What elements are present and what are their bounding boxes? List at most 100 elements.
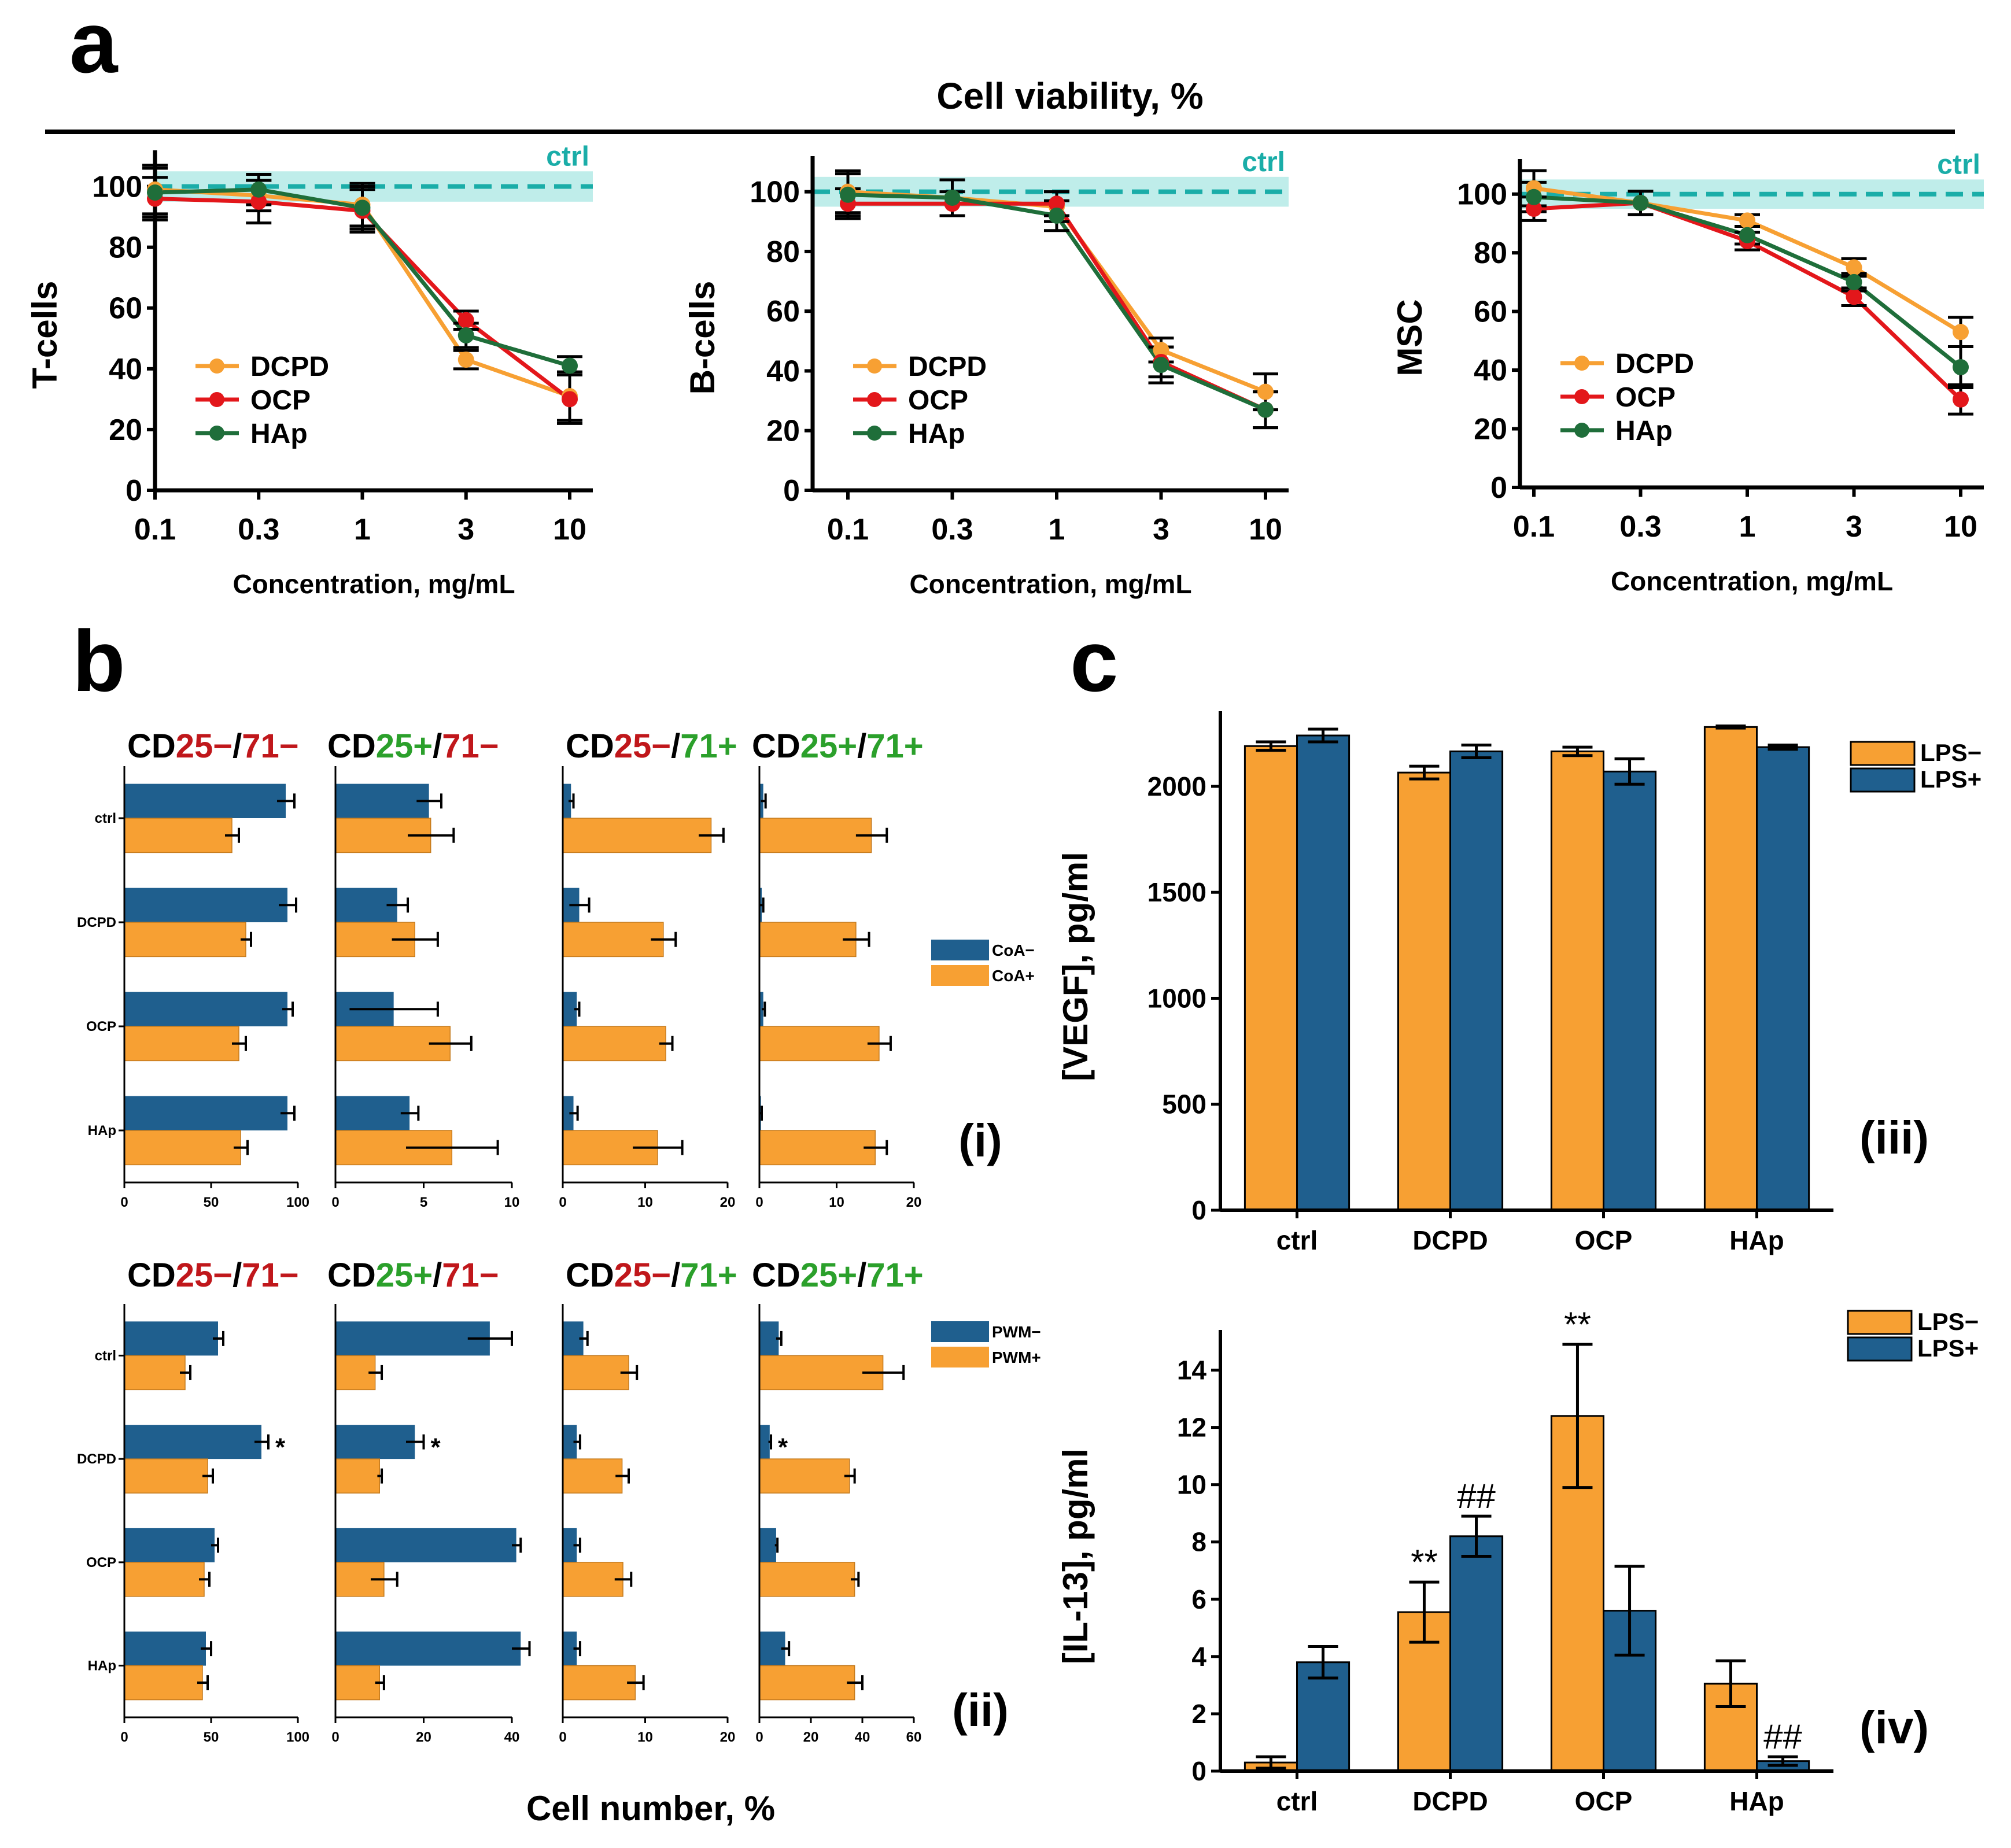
point-ocp-0 xyxy=(1526,201,1542,217)
panel-label-c: c xyxy=(1070,612,1118,709)
point-hap-0 xyxy=(840,186,856,203)
legend-label-dcpd: DCPD xyxy=(908,352,987,382)
x-tick-label: 0 xyxy=(755,1195,763,1210)
subplot-title-part: / xyxy=(671,727,680,765)
legend-label-lps: LPS− xyxy=(1917,1308,1979,1335)
bar-coa-ocp xyxy=(562,1026,666,1062)
panel-label-b: b xyxy=(72,612,126,709)
category-label-hap: HAp xyxy=(1729,1786,1784,1816)
bar-pwm-dcpd xyxy=(759,1458,850,1494)
x-tick-label: 1 xyxy=(1739,510,1756,544)
subplot-title-part: CD xyxy=(752,1256,800,1294)
x-tick-label: 1 xyxy=(1049,513,1065,546)
x-tick-label: 10 xyxy=(829,1195,844,1210)
bar-lps-dcpd xyxy=(1449,750,1504,1211)
legend-marker-hap xyxy=(867,426,882,441)
y-tick-label: 0 xyxy=(126,474,142,508)
subplot-title-part: / xyxy=(857,1256,866,1294)
point-hap-4 xyxy=(562,357,578,374)
subplot-title-part: / xyxy=(671,1256,680,1294)
y-tick-label: 2000 xyxy=(1147,771,1206,801)
category-label-dcpd: DCPD xyxy=(1412,1225,1488,1255)
point-hap-0 xyxy=(1526,189,1542,205)
x-tick-label: 0.1 xyxy=(827,513,869,546)
subplot-title: CD25−/71+ xyxy=(566,727,737,765)
legend-marker-dcpd xyxy=(209,358,224,374)
chart-a1: ctrl 0 20 40 60 80 100 0.1 0.3 1 3 10 Concentration,… xyxy=(25,141,593,599)
significance-star: * xyxy=(431,1433,441,1462)
panel-c: ctrl DCPD OCP HAp 0 500 1000 1500 2000 [VEGF], pg… xyxy=(1056,711,1982,1816)
subplot-title-part: 25− xyxy=(176,1256,233,1294)
legend-label-pwm: PWM− xyxy=(992,1323,1041,1341)
y-tick-label: 60 xyxy=(109,292,142,326)
subplot-title-part: 25+ xyxy=(376,1256,433,1294)
legend-marker-hap xyxy=(209,426,224,441)
chart-c_iv: ctrl ** ## DCPD ** OCP ## HAp 0 2 4 6 8 10 12 14 [IL-13]… xyxy=(1056,1305,1979,1816)
bar-pwm-dcpd xyxy=(124,1458,208,1494)
y-axis-label: [VEGF], pg/ml xyxy=(1056,852,1095,1081)
point-ocp-4 xyxy=(562,391,578,408)
y-tick-label: 10 xyxy=(1177,1470,1206,1500)
bar-pwm-hap xyxy=(335,1665,380,1701)
legend-label-coa: CoA− xyxy=(992,941,1035,959)
subplot-0: CD25−/71− ctrl * DCPD OCP HAp 0 50 100 xyxy=(77,1256,309,1745)
y-tick-label: 1500 xyxy=(1147,877,1206,907)
x-tick-label: 5 xyxy=(420,1195,427,1210)
panel-a-title: Cell viability, % xyxy=(936,75,1203,117)
y-tick-label: 80 xyxy=(109,231,142,265)
category-label-ctrl: ctrl xyxy=(1276,1225,1318,1255)
x-tick-label: 0.3 xyxy=(931,513,973,546)
bar-pwm-ocp xyxy=(124,1562,205,1597)
legend-swatch-pwm xyxy=(931,1347,989,1367)
subplot-title: CD25−/71− xyxy=(127,1256,299,1294)
x-tick-label: 0 xyxy=(120,1729,128,1745)
y-tick-label: 500 xyxy=(1162,1089,1206,1119)
category-label-hap: HAp xyxy=(1729,1225,1784,1255)
legend-marker-hap xyxy=(1574,423,1589,438)
bar-coa-hap xyxy=(124,1130,241,1166)
subplot-title-part: 71− xyxy=(442,1256,499,1294)
bar-lps-ctrl xyxy=(1244,745,1298,1211)
subplot-3: CD25+/71+ 0 10 20 xyxy=(752,727,924,1210)
point-ocp-2 xyxy=(1049,195,1065,212)
subplot-title-part: 25+ xyxy=(800,727,857,765)
chart-c_iii: ctrl DCPD OCP HAp 0 500 1000 1500 2000 [VEGF], pg… xyxy=(1056,711,1982,1255)
x-tick-label: 60 xyxy=(906,1729,922,1745)
point-dcpd-4 xyxy=(1257,383,1274,400)
significance-mark: ## xyxy=(1763,1717,1802,1756)
subplot-2: CD25−/71+ 0 10 20 xyxy=(559,727,737,1210)
point-ocp-3 xyxy=(457,312,474,328)
x-tick-label: 10 xyxy=(504,1195,520,1210)
subplot-title-part: / xyxy=(857,727,866,765)
x-tick-label: 20 xyxy=(416,1729,431,1745)
x-tick-label: 3 xyxy=(1153,513,1169,546)
category-label-dcpd: DCPD xyxy=(77,1451,116,1467)
subplot-title: CD25+/71− xyxy=(327,1256,499,1294)
bar-pwm-dcpd xyxy=(124,1425,261,1459)
subplot-title-part: 25− xyxy=(614,1256,671,1294)
series-line-dcpd xyxy=(1533,186,1962,334)
bar-coa-ocp xyxy=(124,992,287,1026)
bar-coa-dcpd xyxy=(562,922,664,958)
point-hap-0 xyxy=(147,184,163,201)
y-axis-label: T-cells xyxy=(25,281,64,389)
x-tick-label: 0.3 xyxy=(238,513,279,546)
x-tick-label: 10 xyxy=(1249,513,1282,546)
point-hap-4 xyxy=(1257,401,1274,418)
legend-label-dcpd: DCPD xyxy=(1615,349,1694,379)
ctrl-label: ctrl xyxy=(546,141,589,172)
legend-label-lps: LPS+ xyxy=(1917,1335,1979,1362)
bar-pwm-ctrl xyxy=(124,1321,218,1356)
subplot-title-part: 71+ xyxy=(680,727,737,765)
legend-label-hap: HAp xyxy=(1615,416,1673,446)
point-hap-4 xyxy=(1953,359,1969,376)
x-tick-label: 40 xyxy=(504,1729,520,1745)
category-label-hap: HAp xyxy=(88,1658,116,1674)
y-tick-label: 40 xyxy=(1474,354,1507,387)
bar-pwm-dcpd xyxy=(335,1425,415,1459)
x-tick-label: 0 xyxy=(331,1195,339,1210)
bar-pwm-hap xyxy=(759,1665,855,1701)
subplot-title-part: 71− xyxy=(442,727,499,765)
